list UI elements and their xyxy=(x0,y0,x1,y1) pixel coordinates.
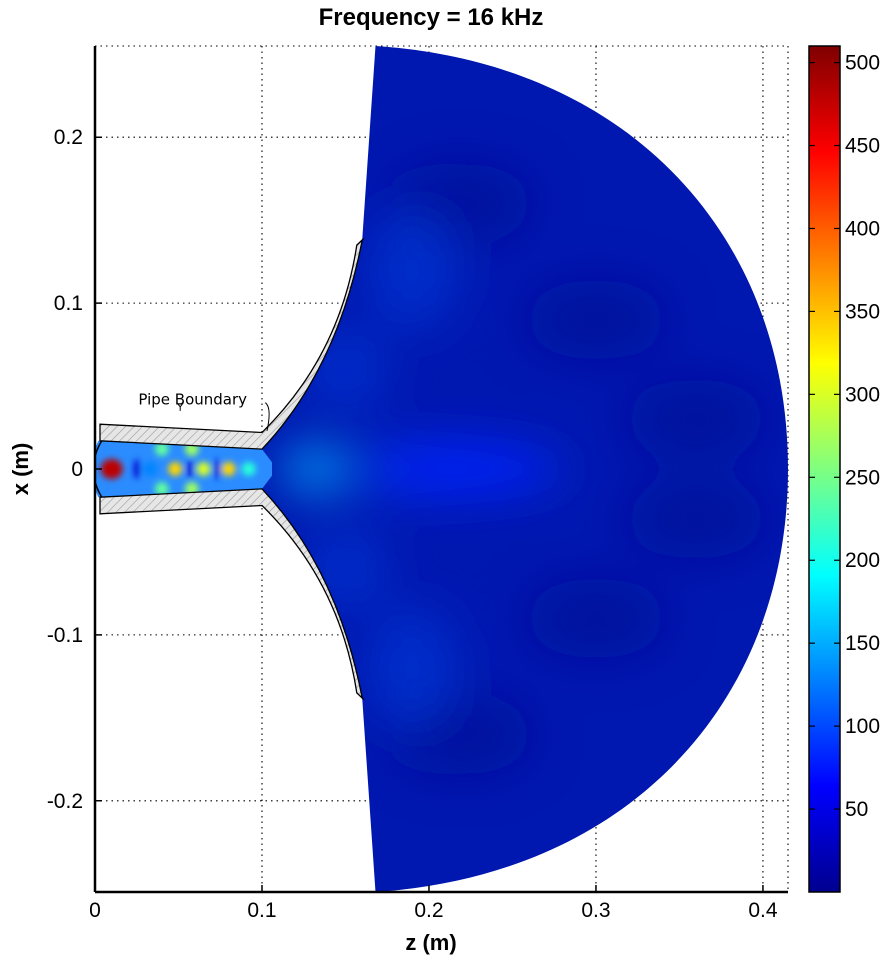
pipe-hotspot xyxy=(100,459,123,479)
colorbar-tick-label: 500 xyxy=(845,52,880,75)
colorbar-ticks: 50 100 150 200 250 300 350 400 450 500 xyxy=(809,52,880,821)
x-axis-ticks: 0 0.1 0.2 0.3 0.4 xyxy=(89,885,778,922)
colorbar-tick-label: 300 xyxy=(845,383,880,406)
colorbar-tick-label: 200 xyxy=(845,549,880,572)
y-axis-title: x (m) xyxy=(8,443,33,496)
field-high-region xyxy=(367,209,458,330)
pipe-hotspot xyxy=(196,462,211,476)
y-tick-label: -0.1 xyxy=(47,624,83,647)
pipe-boundary-annotation: Pipe Boundary xyxy=(138,390,247,408)
field-low-region xyxy=(525,279,666,360)
pipe-minimum xyxy=(133,459,140,479)
x-tick-label: 0.4 xyxy=(748,899,778,922)
pipe-hotspot xyxy=(154,442,169,457)
field-high-region xyxy=(367,608,458,729)
colorbar-tick-label: 150 xyxy=(845,632,880,655)
pipe-hotspot xyxy=(154,481,169,496)
colorbar-tick-label: 450 xyxy=(845,135,880,158)
pipe-wall-bottom xyxy=(99,488,365,701)
colorbar-tick-label: 100 xyxy=(845,715,880,738)
colorbar-tick-label: 400 xyxy=(845,217,880,240)
field-low-region xyxy=(626,478,767,559)
chart-title: Frequency = 16 kHz xyxy=(319,4,544,31)
pipe-hotspot xyxy=(168,462,183,476)
pipe-minimum xyxy=(187,459,194,479)
x-tick-label: 0 xyxy=(89,899,101,922)
y-tick-label: 0 xyxy=(71,458,83,481)
colorbar-tick-label: 350 xyxy=(845,300,880,323)
x-tick-label: 0.2 xyxy=(414,899,443,922)
pipe-hotspot xyxy=(221,462,236,476)
y-tick-label: 0.1 xyxy=(54,292,83,315)
x-tick-label: 0.3 xyxy=(581,899,610,922)
x-tick-label: 0.1 xyxy=(247,899,276,922)
pipe-minimum xyxy=(213,459,220,479)
field-low-region xyxy=(626,379,767,460)
colorbar-gradient xyxy=(808,45,841,893)
colorbar: 50 100 150 200 250 300 350 400 450 500 xyxy=(808,45,880,893)
colorbar-tick-label: 50 xyxy=(845,798,868,821)
pipe-hotspot xyxy=(241,462,256,476)
field-hotspot xyxy=(282,447,343,491)
pipe-wall-top xyxy=(99,237,365,450)
annotation-arrow xyxy=(176,402,270,431)
pipe-hotspot xyxy=(143,462,158,476)
y-tick-label: -0.2 xyxy=(47,790,83,813)
inlet-boundary xyxy=(95,440,103,498)
y-axis-ticks: 0.2 0.1 0 -0.1 -0.2 xyxy=(47,126,102,813)
x-axis-title: z (m) xyxy=(405,930,456,955)
y-tick-label: 0.2 xyxy=(54,126,83,149)
field-low-region xyxy=(525,578,666,659)
field-hotspot xyxy=(372,443,553,495)
colorbar-tick-label: 250 xyxy=(845,466,880,489)
